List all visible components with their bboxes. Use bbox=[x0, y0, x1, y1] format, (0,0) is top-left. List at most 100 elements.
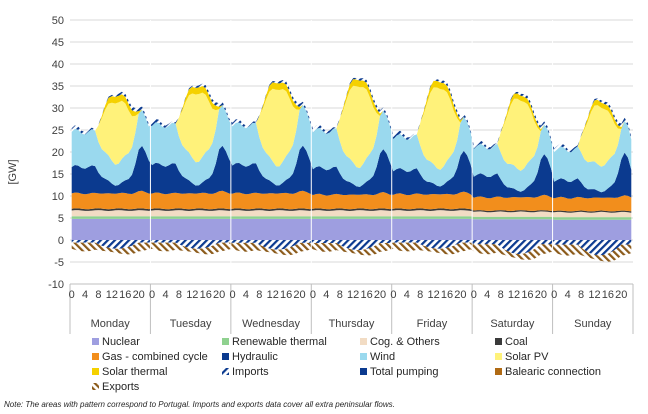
legend: Nuclear Renewable thermal Cog. & Others Coa… bbox=[92, 336, 601, 393]
hour-tick-label: 8 bbox=[337, 289, 343, 301]
legend-swatch-nuclear bbox=[92, 338, 99, 345]
y-tick-label: -5 bbox=[54, 257, 64, 269]
legend-swatch-total-pumping bbox=[360, 368, 367, 375]
hour-tick-label: 0 bbox=[69, 289, 75, 301]
hour-tick-label: 0 bbox=[390, 289, 396, 301]
hour-tick-label: 8 bbox=[417, 289, 423, 301]
y-tick-label: 5 bbox=[58, 213, 64, 225]
day-label: Wednesday bbox=[242, 318, 300, 330]
hour-tick-label: 16 bbox=[602, 289, 614, 301]
day-label: Saturday bbox=[490, 318, 535, 330]
y-tick-label: 40 bbox=[52, 59, 64, 71]
hour-tick-label: 20 bbox=[293, 289, 305, 301]
legend-label-total-pumping: Total pumping bbox=[370, 366, 439, 378]
legend-swatch-coal bbox=[495, 338, 502, 345]
area-exports bbox=[71, 242, 632, 262]
area-wind bbox=[71, 104, 632, 193]
hour-tick-label: 12 bbox=[508, 289, 520, 301]
y-tick-label: 10 bbox=[52, 191, 64, 203]
hour-tick-label: 8 bbox=[256, 289, 262, 301]
hour-tick-label: 4 bbox=[565, 289, 571, 301]
legend-label-solar-pv: Solar PV bbox=[505, 351, 549, 363]
hour-tick-label: 4 bbox=[323, 289, 329, 301]
legend-swatch-gas-combined-cycle bbox=[92, 353, 99, 360]
hour-tick-label: 0 bbox=[310, 289, 316, 301]
hour-tick-label: 20 bbox=[133, 289, 145, 301]
hour-tick-label: 12 bbox=[588, 289, 600, 301]
hour-tick-label: 20 bbox=[615, 289, 627, 301]
y-axis-label: [GW] bbox=[7, 159, 19, 184]
hour-tick-label: 20 bbox=[213, 289, 225, 301]
day-label: Sunday bbox=[574, 318, 612, 330]
y-tick-label: 35 bbox=[52, 81, 64, 93]
hour-tick-label: 20 bbox=[454, 289, 466, 301]
area-hydraulic bbox=[71, 145, 632, 199]
hour-tick-label: 4 bbox=[243, 289, 249, 301]
legend-label-nuclear: Nuclear bbox=[102, 336, 140, 348]
y-tick-label: 50 bbox=[52, 15, 64, 27]
day-label: Tuesday bbox=[170, 318, 212, 330]
day-label: Thursday bbox=[329, 318, 375, 330]
hour-tick-label: 16 bbox=[280, 289, 292, 301]
hour-tick-label: 12 bbox=[267, 289, 279, 301]
y-tick-label: 25 bbox=[52, 125, 64, 137]
legend-swatch-exports bbox=[92, 383, 99, 390]
chart-note: Note: The areas with pattern correspond … bbox=[4, 400, 395, 409]
area-renewable-thermal bbox=[71, 216, 632, 220]
hour-tick-label: 12 bbox=[186, 289, 198, 301]
legend-swatch-renewable-thermal bbox=[222, 338, 229, 345]
y-tick-label: 0 bbox=[58, 235, 64, 247]
hour-tick-label: 0 bbox=[551, 289, 557, 301]
day-label: Monday bbox=[91, 318, 131, 330]
hour-tick-label: 16 bbox=[441, 289, 453, 301]
legend-label-coal: Coal bbox=[505, 336, 528, 348]
hour-tick-label: 8 bbox=[578, 289, 584, 301]
hour-tick-label: 12 bbox=[347, 289, 359, 301]
y-tick-label: 20 bbox=[52, 147, 64, 159]
hour-tick-label: 12 bbox=[106, 289, 118, 301]
legend-label-cog-others: Cog. & Others bbox=[370, 336, 440, 348]
hour-tick-label: 4 bbox=[82, 289, 88, 301]
hour-tick-label: 16 bbox=[360, 289, 372, 301]
hour-tick-label: 16 bbox=[521, 289, 533, 301]
legend-swatch-imports bbox=[222, 368, 229, 375]
hour-tick-label: 4 bbox=[484, 289, 490, 301]
legend-label-wind: Wind bbox=[370, 351, 395, 363]
legend-swatch-balearic-connection bbox=[495, 368, 502, 375]
day-label: Friday bbox=[417, 318, 448, 330]
hour-tick-label: 0 bbox=[229, 289, 235, 301]
legend-swatch-cog-others bbox=[360, 338, 367, 345]
hour-tick-label: 0 bbox=[149, 289, 155, 301]
area-total-pumping bbox=[71, 240, 632, 256]
hour-tick-label: 20 bbox=[374, 289, 386, 301]
y-tick-label: -10 bbox=[48, 279, 64, 291]
plot-areas bbox=[71, 20, 632, 284]
legend-swatch-wind bbox=[360, 353, 367, 360]
legend-swatch-hydraulic bbox=[222, 353, 229, 360]
area-solar-pv bbox=[71, 85, 632, 171]
legend-label-balearic-connection: Balearic connection bbox=[505, 366, 601, 378]
legend-swatch-solar-thermal bbox=[92, 368, 99, 375]
area-coal bbox=[71, 208, 632, 213]
legend-label-hydraulic: Hydraulic bbox=[232, 351, 278, 363]
hour-tick-label: 0 bbox=[471, 289, 477, 301]
legend-swatch-solar-pv bbox=[495, 353, 502, 360]
hour-tick-label: 4 bbox=[404, 289, 410, 301]
hour-tick-label: 16 bbox=[119, 289, 131, 301]
hour-tick-label: 16 bbox=[200, 289, 212, 301]
hour-tick-label: 8 bbox=[95, 289, 101, 301]
hour-tick-label: 4 bbox=[162, 289, 168, 301]
legend-label-exports: Exports bbox=[102, 381, 140, 393]
area-nuclear bbox=[71, 218, 632, 240]
legend-label-gas-combined-cycle: Gas - combined cycle bbox=[102, 351, 208, 363]
hour-tick-label: 12 bbox=[427, 289, 439, 301]
legend-label-renewable-thermal: Renewable thermal bbox=[232, 336, 327, 348]
y-axis: -10 -5 0 5 10 15 20 25 30 35 40 45 50 bbox=[48, 15, 64, 291]
hour-tick-label: 8 bbox=[176, 289, 182, 301]
legend-label-solar-thermal: Solar thermal bbox=[102, 366, 167, 378]
hour-tick-label: 20 bbox=[535, 289, 547, 301]
y-tick-label: 15 bbox=[52, 169, 64, 181]
